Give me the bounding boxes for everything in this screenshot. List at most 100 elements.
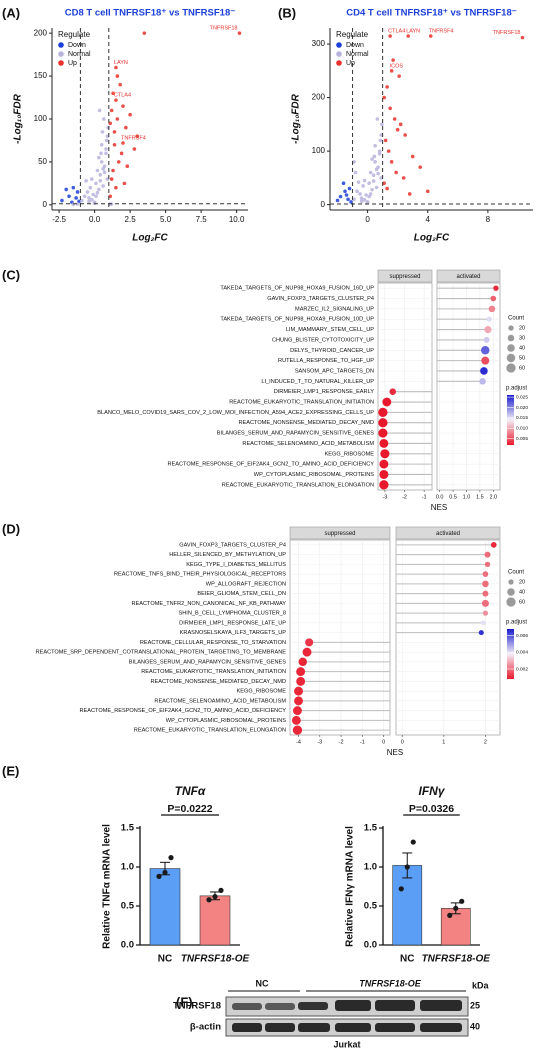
band [265, 1023, 295, 1032]
band [232, 1003, 262, 1010]
replicate-point [398, 886, 404, 892]
bar [392, 865, 423, 946]
dot [490, 295, 497, 302]
category-label: KRASNOSELSKAYA_ILF3_TARGETS_UP [180, 630, 287, 636]
chart-title: TNFα [175, 784, 206, 798]
point [85, 190, 90, 194]
x-tick-label: 1.0 [463, 494, 471, 500]
point [104, 151, 108, 156]
x-tick-label: 2.5 [125, 215, 137, 224]
point [389, 69, 394, 73]
dot [483, 336, 490, 343]
dot [493, 285, 499, 291]
point [75, 202, 80, 206]
category-label: HELLER_SILENCED_BY_METHYLATION_UP [169, 552, 286, 558]
x-tick-label: 0 [401, 739, 404, 745]
category-label: LIM_MAMMARY_STEM_CELL_UP [286, 327, 374, 333]
point [97, 108, 102, 113]
category-label: TAKEDA_TARGETS_OF_NUP98_HOXA9_FUSION_16D… [220, 286, 374, 292]
y-tick-label: 200 [34, 28, 48, 37]
dot [480, 620, 486, 626]
x-tick-label: 4 [426, 215, 431, 224]
dot [378, 407, 388, 418]
dot [305, 638, 314, 647]
point [377, 151, 382, 156]
panel-label: (D) [2, 521, 20, 536]
band [420, 1000, 462, 1011]
point [112, 130, 117, 134]
point [352, 160, 356, 164]
y-tick-label: 100 [312, 146, 326, 155]
point-label: TNFRSF18 [493, 30, 521, 36]
point [520, 35, 525, 40]
point [105, 134, 110, 138]
point [379, 176, 383, 180]
replicate-point [156, 873, 162, 879]
point [368, 170, 373, 175]
x-tick-label: TNFRSF18-OE [422, 954, 491, 965]
point [418, 165, 423, 169]
point [125, 164, 130, 169]
category-label: DIRMEIER_LMP1_RESPONSE_LATE_UP [179, 620, 286, 626]
dot [379, 480, 389, 490]
legend-label: 60 [519, 599, 525, 605]
dot [292, 706, 302, 716]
point [99, 160, 104, 164]
legend-title: Count [508, 316, 524, 322]
point [346, 197, 350, 202]
point [380, 122, 384, 127]
colorbar-label: 0.005 [516, 436, 528, 442]
legend-swatch [336, 60, 342, 66]
dot [482, 571, 489, 577]
facet-panel [395, 539, 501, 736]
legend-size [506, 363, 516, 373]
band [298, 1002, 328, 1010]
replicate-point [162, 869, 168, 876]
category-label: REACTOME_RESPONSE_OF_EIF2AK4_GCN2_TO_AMI… [167, 462, 374, 468]
point [97, 155, 101, 160]
x-tick-label: 8 [486, 215, 491, 224]
category-label: REACTOME_EUKARYOTIC_TRANSLATION_ELONGATI… [134, 728, 286, 734]
category-label: REACTOME_EUKARYOTIC_TRANSLATION_ELONGATI… [222, 482, 374, 488]
category-label: BILANGES_SERUM_AND_RAPAMYCIN_SENSITIVE_G… [217, 431, 374, 437]
category-label: WP_CYTOPLASMIC_RIBOSOMAL_PROTEINS [254, 472, 374, 478]
legend-label: Down [68, 42, 86, 49]
legend-label: 30 [519, 335, 525, 341]
point [80, 198, 84, 203]
x-tick-label: 1 [442, 739, 445, 745]
legend-size [506, 597, 516, 607]
point [142, 31, 147, 35]
point [135, 134, 140, 138]
legend-title: Regulate [58, 30, 91, 39]
group-label: TNFRSF18-OE [359, 978, 422, 988]
replicate-point [453, 905, 459, 911]
point [362, 198, 367, 202]
point [116, 160, 121, 164]
band [375, 1000, 415, 1011]
x-tick-label: -2 [339, 739, 344, 745]
category-label: LI_INDUCED_T_TO_NATURAL_KILLER_UP [261, 379, 374, 385]
y-tick-label: 0 [43, 200, 48, 209]
point [94, 194, 98, 199]
dot [484, 561, 491, 568]
point [359, 199, 364, 204]
point [389, 160, 394, 164]
y-axis-label: -Log₁₀FDR [291, 93, 302, 143]
x-tick-label: 2.0 [489, 494, 497, 500]
replicate-point [410, 839, 416, 845]
dot [291, 715, 301, 725]
point [89, 197, 94, 202]
legend-swatch [58, 42, 64, 48]
replicate-point [218, 887, 224, 894]
point [364, 193, 368, 197]
x-tick-label: 0 [382, 739, 385, 745]
point [91, 192, 95, 197]
x-tick-label: -4 [296, 739, 301, 745]
colorbar-label: 0.002 [516, 666, 528, 672]
category-label: REACTOME_RESPONSE_OF_EIF2AK4_GCN2_TO_AMI… [79, 708, 286, 714]
panel-label: (C) [2, 267, 20, 282]
point [367, 194, 371, 199]
point [377, 149, 382, 153]
category-label: REACTOME_EUKARYOTIC_TRANSLATION_INITIATI… [141, 669, 286, 675]
point [104, 138, 109, 143]
